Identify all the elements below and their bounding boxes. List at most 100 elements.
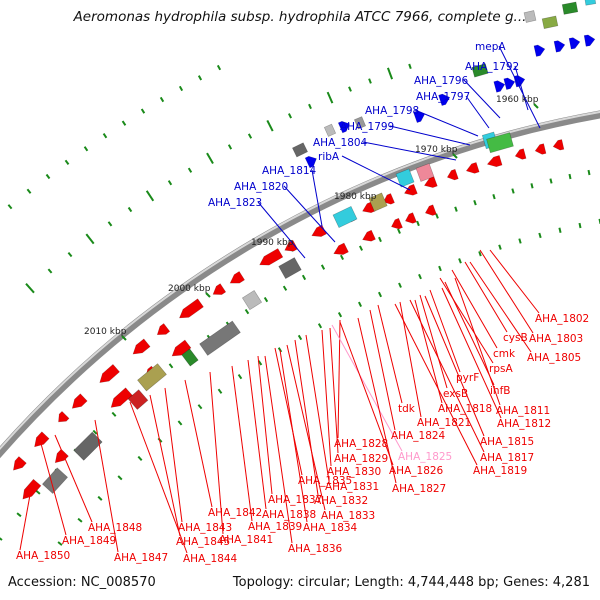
kbp-tick-label: 1990 kbp — [251, 238, 294, 248]
kbp-major-tick — [205, 292, 211, 298]
gene-feature-box — [181, 348, 199, 367]
label-leader-line — [444, 281, 495, 386]
gene-label: AHA_1812 — [497, 418, 551, 430]
scale-tick — [378, 236, 382, 243]
forward-gene-arrow — [71, 393, 88, 409]
kbp-major-tick — [121, 335, 127, 341]
label-leader-line — [286, 344, 326, 511]
scale-tick — [177, 420, 183, 426]
label-leader-line — [454, 277, 501, 406]
label-leader-line — [247, 359, 267, 510]
scale-tick — [530, 183, 534, 189]
forward-gene-arrow — [383, 193, 395, 205]
gene-feature-box — [332, 205, 358, 229]
gene-label: mepA — [475, 41, 506, 53]
scale-tick — [282, 285, 288, 291]
gene-label: AHA_1827 — [392, 483, 446, 495]
gene-label: AHA_1844 — [183, 553, 238, 565]
scale-tick — [26, 188, 32, 194]
scale-tick — [67, 251, 73, 258]
gene-feature-box — [137, 363, 167, 392]
scale-tick — [359, 245, 363, 251]
scale-tick — [167, 180, 173, 186]
forward-gene-arrow — [404, 183, 418, 196]
gene-label: AHA_1792 — [465, 61, 519, 73]
label-leader-line — [257, 201, 306, 259]
gene-label: AHA_1818 — [438, 403, 492, 415]
scale-tick — [317, 323, 323, 329]
label-leader-line — [184, 379, 213, 508]
scale-tick — [558, 227, 562, 233]
scale-tick — [498, 244, 502, 250]
kbp-major-tick — [452, 153, 458, 159]
label-leader-line — [489, 249, 540, 314]
label-leader-line — [362, 141, 457, 161]
gene-label: AHA_1815 — [480, 436, 534, 448]
gene-label: ribA — [318, 151, 340, 163]
kbp-tick-label: 1980 kbp — [334, 192, 377, 202]
label-leader-line — [451, 269, 498, 349]
scale-tick — [386, 67, 394, 80]
label-leader-line — [389, 125, 471, 146]
reverse-gene-arrow — [337, 120, 350, 134]
label-leader-line — [19, 494, 31, 551]
kbp-tick-label: 1960 kbp — [496, 95, 539, 105]
scale-tick — [187, 167, 193, 173]
scale-tick — [549, 178, 553, 184]
scale-tick — [216, 64, 222, 71]
gene-label: rpsA — [489, 363, 513, 375]
topology-text: Topology: circular; Length: 4,744,448 bp… — [232, 575, 590, 590]
gene-label: AHA_1833 — [321, 510, 375, 522]
scale-tick — [277, 347, 283, 353]
label-leader-line — [274, 347, 303, 476]
label-leader-line — [424, 295, 485, 437]
label-leader-line — [409, 299, 485, 453]
scale-tick — [308, 103, 312, 110]
scale-tick — [301, 274, 307, 281]
forward-gene-arrow — [54, 448, 69, 464]
gene-label: AHA_1836 — [288, 543, 343, 555]
label-leader-line — [311, 169, 323, 227]
gene-label: AHA_1849 — [62, 535, 116, 547]
forward-gene-arrow — [284, 239, 299, 252]
forward-gene-arrow — [405, 212, 417, 224]
scale-tick — [159, 96, 165, 103]
forward-gene-arrow — [514, 148, 527, 160]
gene-label: AHA_1832 — [314, 495, 368, 507]
scale-tick — [197, 404, 203, 410]
scale-tick — [83, 146, 89, 152]
forward-gene-arrow — [446, 168, 459, 181]
label-leader-line — [39, 439, 67, 536]
label-leader-line — [369, 309, 396, 431]
scale-tick — [127, 206, 133, 213]
scale-tick — [102, 133, 108, 139]
gene-feature-box — [583, 0, 597, 6]
gene-label: cysB — [503, 332, 528, 344]
reverse-gene-arrow — [493, 80, 506, 93]
scale-tick — [92, 429, 98, 435]
gene-label: pyrF — [456, 372, 479, 384]
label-leader-line — [377, 304, 403, 404]
reverse-gene-arrow — [553, 40, 566, 53]
label-leader-line — [321, 329, 332, 467]
genome-backbone-highlight — [0, 111, 600, 451]
gene-feature-box — [471, 63, 489, 78]
gene-label: exsB — [443, 388, 468, 400]
gene-label: AHA_1825 — [398, 451, 452, 463]
forward-gene-arrow — [465, 162, 480, 174]
label-leader-line — [414, 299, 443, 404]
gene-label: AHA_1803 — [529, 333, 583, 345]
scale-tick — [244, 308, 250, 315]
scale-tick — [538, 232, 542, 239]
scale-tick — [121, 120, 127, 126]
forward-gene-arrow — [333, 242, 349, 255]
label-leader-line — [231, 365, 253, 522]
gene-feature-box — [395, 168, 415, 188]
gene-label: AHA_1798 — [365, 105, 419, 117]
scale-tick — [418, 273, 422, 280]
gene-feature-box — [73, 431, 103, 461]
gene-label: AHA_1847 — [114, 552, 168, 564]
scale-tick — [0, 537, 3, 541]
gene-label: AHA_1797 — [416, 91, 470, 103]
scale-tick — [435, 213, 439, 219]
